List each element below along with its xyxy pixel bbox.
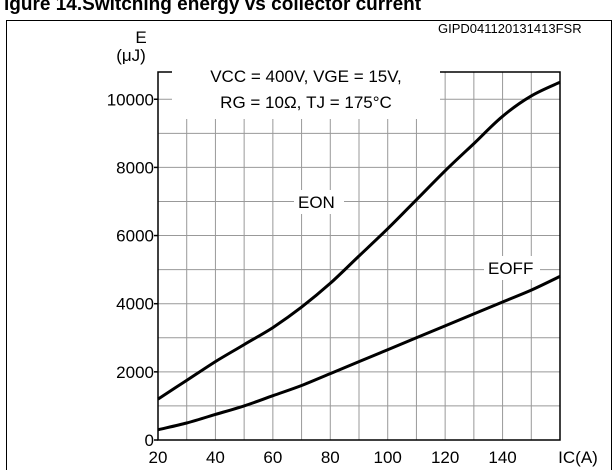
conditions-line-2: RG = 10Ω, TJ = 175°C xyxy=(220,93,392,112)
series-label-eoff: EOFF xyxy=(488,259,533,278)
series-line-eoff xyxy=(157,275,561,432)
figure-title-fragment: igure 14.Switching energy vs collector c… xyxy=(4,0,422,15)
x-axis-label: IC(A) xyxy=(558,448,598,467)
x-tick-label: 40 xyxy=(206,448,225,467)
x-tick-label: 140 xyxy=(488,448,516,467)
conditions-box xyxy=(172,59,440,119)
series-label-bg xyxy=(484,256,540,280)
y-tick-label: 8000 xyxy=(116,158,154,177)
x-tick-label: 20 xyxy=(149,448,168,467)
y-tick-label: 10000 xyxy=(107,90,154,109)
y-axis-label-symbol: E xyxy=(135,28,147,47)
x-tick-label: 100 xyxy=(374,448,402,467)
y-axis-label-unit: (μJ) xyxy=(116,46,146,65)
figure-frame xyxy=(6,20,612,470)
series-label-eon: EON xyxy=(298,193,335,212)
series-label-bg xyxy=(294,190,344,214)
conditions-line-1: VCC = 400V, VGE = 15V, xyxy=(210,67,402,86)
series-line-eon xyxy=(157,80,561,401)
x-tick-label: 120 xyxy=(431,448,459,467)
x-tick-label: 60 xyxy=(263,448,282,467)
x-tick-label: 80 xyxy=(321,448,340,467)
y-tick-label: 0 xyxy=(145,431,154,450)
y-tick-label: 6000 xyxy=(116,227,154,246)
y-tick-label: 4000 xyxy=(116,295,154,314)
figure-code: GIPD041120131413FSR xyxy=(438,21,582,36)
y-tick-label: 2000 xyxy=(116,363,154,382)
